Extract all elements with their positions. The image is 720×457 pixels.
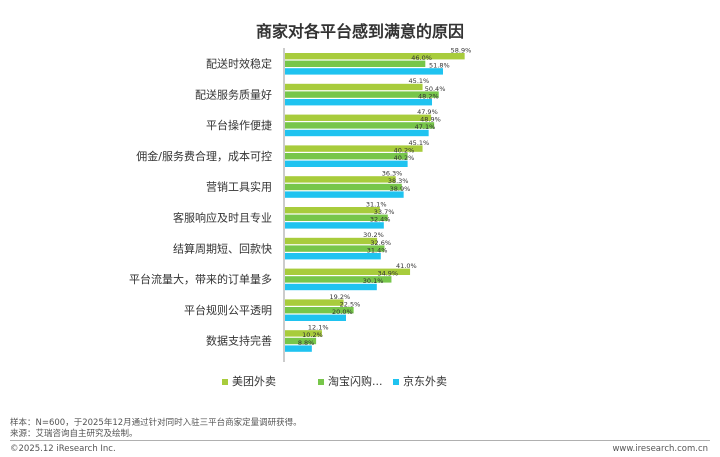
data-label: 38.3% xyxy=(388,177,409,185)
data-label: 12.1% xyxy=(308,324,329,332)
data-label: 10.2% xyxy=(302,331,323,339)
bar xyxy=(285,53,465,60)
bar xyxy=(285,283,377,291)
bar xyxy=(285,237,378,245)
data-label: 20.0% xyxy=(332,308,353,316)
bar xyxy=(285,145,423,152)
bar xyxy=(285,68,443,75)
data-label: 46.0% xyxy=(411,54,432,62)
bar xyxy=(285,129,429,137)
legend-label: 美团外卖 xyxy=(232,375,276,388)
data-label: 50.4% xyxy=(425,85,446,93)
category-label: 平台规则公平透明 xyxy=(184,303,272,317)
data-label: 41.0% xyxy=(396,262,417,270)
bar xyxy=(285,245,385,252)
data-label: 58.9% xyxy=(451,46,472,54)
legend-item: 淘宝闪购... xyxy=(318,373,383,389)
bar xyxy=(285,337,317,345)
bar xyxy=(285,299,344,306)
data-label: 22.5% xyxy=(340,300,361,308)
data-label: 40.2% xyxy=(394,146,415,154)
data-label: 45.1% xyxy=(409,77,430,85)
bar xyxy=(285,222,384,229)
data-label: 48.9% xyxy=(420,116,441,124)
bar xyxy=(285,314,346,321)
bar xyxy=(285,114,432,121)
bar xyxy=(285,176,396,183)
data-label: 19.2% xyxy=(330,293,351,301)
chart-notes: 样本：N=600，于2025年12月通过针对同时入驻三平台商家定量调研获得。 来… xyxy=(10,418,302,440)
legend-item: 美团外卖 xyxy=(222,373,276,389)
data-label: 33.7% xyxy=(374,208,395,216)
category-label: 配送时效稳定 xyxy=(206,57,272,71)
bar xyxy=(285,99,433,106)
data-label: 38.9% xyxy=(390,185,411,193)
bar xyxy=(285,60,426,67)
category-label: 数据支持完善 xyxy=(206,334,272,348)
category-label: 佣金/服务费合理，成本可控 xyxy=(136,149,272,163)
data-label: 40.2% xyxy=(394,154,415,162)
data-label: 51.8% xyxy=(429,62,450,70)
category-label: 营销工具实用 xyxy=(206,180,272,194)
bar xyxy=(285,191,404,198)
bar xyxy=(285,207,380,214)
bar xyxy=(285,160,408,167)
data-label: 34.9% xyxy=(377,270,398,278)
data-label: 32.6% xyxy=(370,239,391,247)
data-label: 31.4% xyxy=(367,246,388,254)
data-label: 8.8% xyxy=(298,339,315,347)
chart-legend: 美团外卖 淘宝闪购... 京东外卖 xyxy=(0,373,720,389)
bar xyxy=(285,345,312,352)
bar xyxy=(285,214,388,221)
sample-note: 样本：N=600，于2025年12月通过针对同时入驻三平台商家定量调研获得。 xyxy=(10,418,302,428)
footer-website: www.iresearch.com.cn xyxy=(612,444,708,454)
bar xyxy=(285,268,411,275)
bar xyxy=(285,91,439,98)
chart-title: 商家对各平台感到满意的原因 xyxy=(255,22,464,41)
legend-label: 淘宝闪购... xyxy=(328,375,383,388)
data-label: 30.2% xyxy=(363,231,384,239)
category-label: 结算周期短、回款快 xyxy=(173,241,272,255)
bar xyxy=(285,307,354,314)
data-label: 36.3% xyxy=(382,170,403,178)
legend-item: 京东外卖 xyxy=(393,373,447,389)
legend-label: 京东外卖 xyxy=(403,375,447,388)
bar xyxy=(285,253,381,260)
data-label: 30.1% xyxy=(363,277,384,285)
bar xyxy=(285,276,392,283)
bar xyxy=(285,183,402,191)
footer-copyright: ©2025.12 iResearch Inc. xyxy=(10,444,116,454)
data-label: 47.9% xyxy=(417,108,438,116)
category-label: 平台操作便捷 xyxy=(206,118,272,132)
category-label: 平台流量大，带来的订单量多 xyxy=(129,272,272,286)
data-label: 32.4% xyxy=(370,216,391,224)
bar-chart: 配送时效稳定58.9%46.0%51.8%配送服务质量好45.1%50.4%48… xyxy=(129,46,472,362)
footer-divider xyxy=(10,440,710,441)
category-label: 配送服务质量好 xyxy=(195,87,272,101)
legend-swatch xyxy=(318,379,324,385)
data-label: 31.1% xyxy=(366,200,387,208)
source-note: 来源：艾瑞咨询自主研究及绘制。 xyxy=(10,429,138,439)
data-label: 45.1% xyxy=(409,139,430,147)
bar xyxy=(285,153,408,160)
bar xyxy=(285,122,435,129)
bar xyxy=(285,330,322,337)
data-label: 48.2% xyxy=(418,92,439,100)
legend-swatch xyxy=(222,379,228,385)
legend-swatch xyxy=(393,379,399,385)
bar xyxy=(285,83,423,91)
data-label: 47.1% xyxy=(415,123,436,131)
category-label: 客服响应及时且专业 xyxy=(173,211,272,225)
